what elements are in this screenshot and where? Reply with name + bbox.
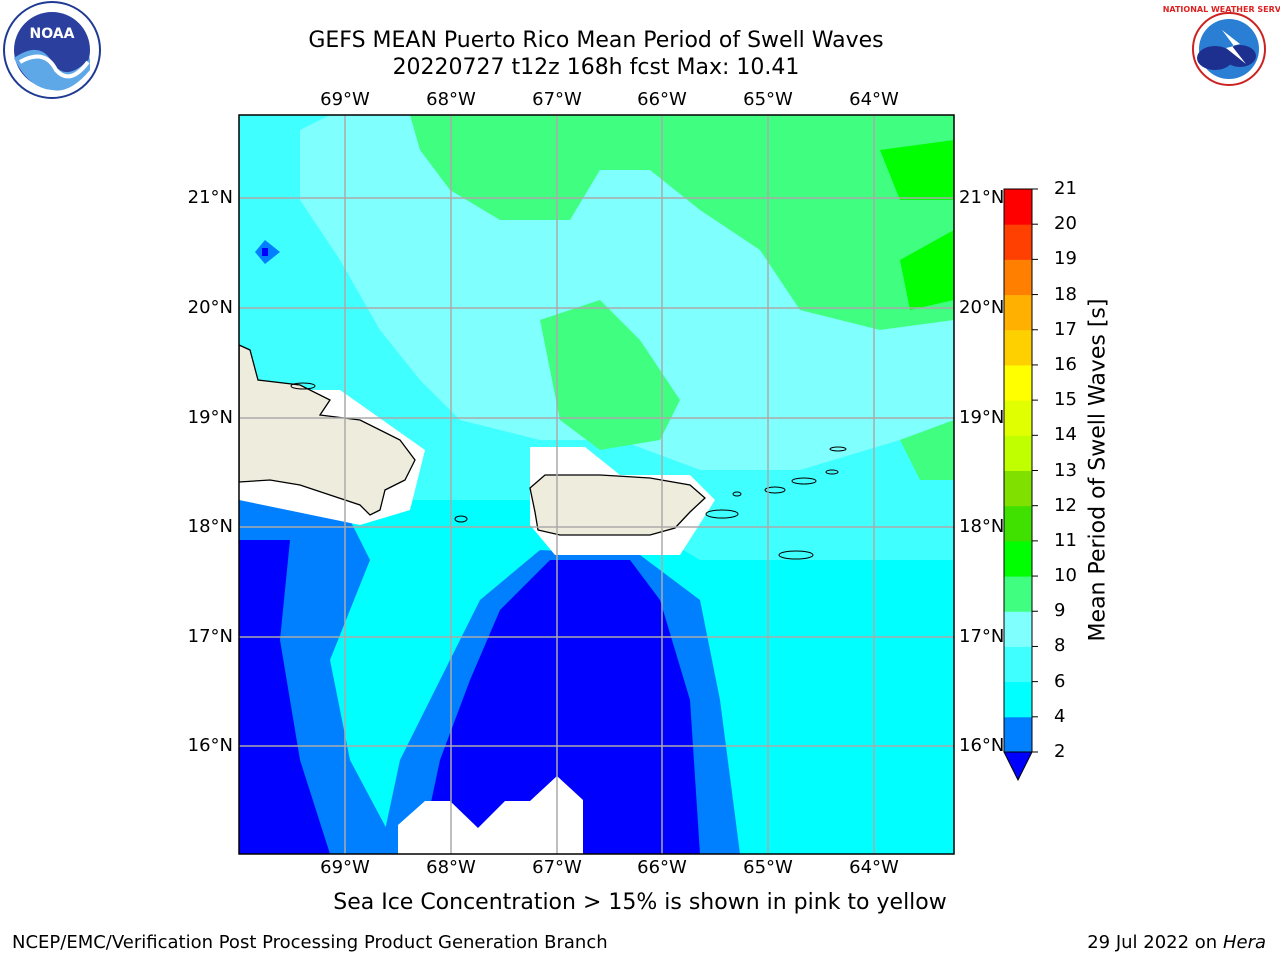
colorbar-tick-label: 13 — [1054, 459, 1077, 481]
colorbar-tick-label: 10 — [1054, 565, 1077, 587]
colorbar-tick-label: 6 — [1054, 670, 1066, 692]
colorbar-label: Mean Period of Swell Waves [s] — [1085, 298, 1111, 642]
map-title: GEFS MEAN Puerto Rico Mean Period of Swe… — [308, 28, 884, 53]
lat-label-left-19n: 19°N — [187, 407, 233, 428]
svg-text:NATIONAL WEATHER SERVICE: NATIONAL WEATHER SERVICE — [1163, 5, 1280, 14]
lat-label-left-21n: 21°N — [187, 187, 233, 208]
land — [239, 344, 847, 560]
lat-label-left-16n: 16°N — [187, 735, 233, 756]
map-frame — [238, 114, 955, 855]
lon-label-top-65w: 65°W — [743, 89, 793, 110]
colorbar-tick-label: 17 — [1054, 318, 1077, 340]
colorbar-tick-label: 11 — [1054, 529, 1077, 551]
colorbar-segment — [1004, 540, 1032, 577]
lon-label-bottom-66w: 66°W — [637, 857, 687, 878]
lon-label-bottom-65w: 65°W — [743, 857, 793, 878]
lon-label-top-68w: 68°W — [426, 89, 476, 110]
colorbar-tick-label: 9 — [1054, 600, 1066, 622]
colorbar-tick-label: 19 — [1054, 248, 1077, 270]
colorbar-segment — [1004, 364, 1032, 401]
lon-label-bottom-64w: 64°W — [849, 857, 899, 878]
colorbar-segment — [1004, 435, 1032, 471]
host-name: Hera — [1222, 932, 1266, 953]
lat-label-right-17n: 17°N — [959, 626, 1005, 647]
lat-label-right-19n: 19°N — [959, 407, 1005, 428]
colorbar-segment — [1004, 611, 1032, 647]
noaa-logo-text: NOAA — [30, 26, 75, 42]
credit-text: NCEP/EMC/Verification Post Processing Pr… — [12, 932, 608, 953]
generation-date: 29 Jul 2022 on Hera — [1087, 932, 1266, 953]
lat-label-left-20n: 20°N — [187, 297, 233, 318]
graticule — [239, 115, 954, 854]
colorbar-tick-label: 15 — [1054, 389, 1077, 411]
colorbar-segment — [1004, 400, 1032, 436]
colorbar-tick-label: 16 — [1054, 353, 1077, 375]
noaa-logo: NOAA — [3, 1, 101, 99]
colorbar — [1003, 188, 1038, 782]
colorbar-segment — [1004, 259, 1032, 296]
colorbar-segment — [1004, 189, 1032, 225]
colorbar-tick-label: 8 — [1054, 635, 1066, 657]
colorbar-segment — [1004, 505, 1032, 542]
lon-label-top-64w: 64°W — [849, 89, 899, 110]
lon-label-bottom-67w: 67°W — [532, 857, 582, 878]
colorbar-tick-label: 2 — [1054, 741, 1066, 762]
lon-label-top-69w: 69°W — [320, 89, 370, 110]
colorbar-segment — [1004, 294, 1032, 331]
colorbar-tick-label: 20 — [1054, 213, 1077, 235]
lat-label-right-20n: 20°N — [959, 297, 1005, 318]
lat-label-right-18n: 18°N — [959, 516, 1005, 537]
colorbar-segment — [1004, 224, 1032, 260]
lon-label-bottom-69w: 69°W — [320, 857, 370, 878]
colorbar-tick-label: 21 — [1054, 178, 1077, 199]
sea-ice-note: Sea Ice Concentration > 15% is shown in … — [333, 890, 947, 915]
colorbar-segment — [1004, 716, 1032, 753]
colorbar-extend-triangle — [1003, 751, 1033, 782]
colorbar-tick-label: 4 — [1054, 705, 1066, 727]
lon-label-bottom-68w: 68°W — [426, 857, 476, 878]
colorbar-segment — [1004, 329, 1032, 366]
lat-label-right-16n: 16°N — [959, 735, 1005, 756]
colorbar-segment — [1004, 681, 1032, 718]
map-subtitle: 20220727 t12z 168h fcst Max: 10.41 — [392, 55, 800, 80]
colorbar-segment — [1004, 470, 1032, 507]
colorbar-tick-label: 14 — [1054, 424, 1077, 446]
lat-label-left-17n: 17°N — [187, 626, 233, 647]
colorbar-tick-label: 18 — [1054, 283, 1077, 305]
colorbar-segment — [1004, 646, 1032, 683]
colorbar-segment — [1004, 576, 1032, 612]
lon-label-top-66w: 66°W — [637, 89, 687, 110]
lat-label-left-18n: 18°N — [187, 516, 233, 537]
lat-label-right-21n: 21°N — [959, 187, 1005, 208]
colorbar-tick-label: 12 — [1054, 494, 1077, 516]
nws-logo: NATIONAL WEATHER SERVICE — [1163, 1, 1280, 97]
date-text: 29 Jul 2022 on — [1087, 932, 1223, 953]
lon-label-top-67w: 67°W — [532, 89, 582, 110]
